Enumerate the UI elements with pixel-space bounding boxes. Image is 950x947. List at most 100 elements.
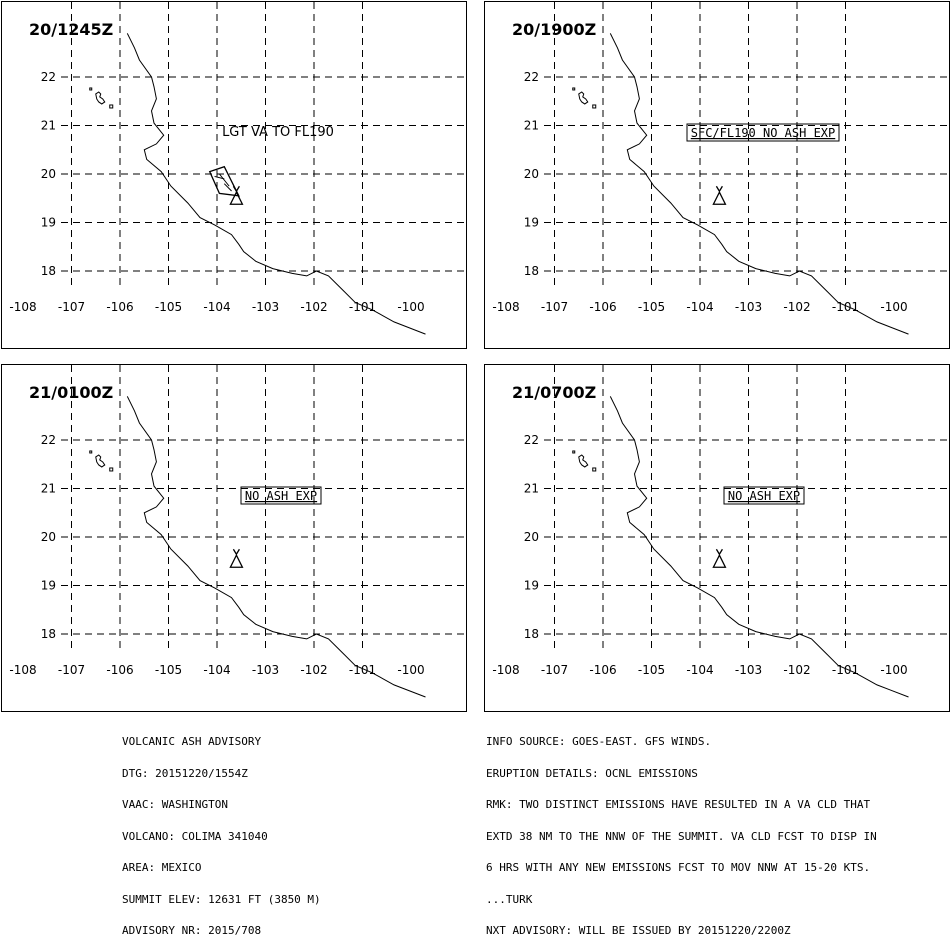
island-shape xyxy=(572,450,576,454)
details-line: ...TURK xyxy=(486,892,533,906)
map-content xyxy=(61,365,466,698)
longitude-label: -105 xyxy=(155,300,182,314)
longitude-label: -101 xyxy=(349,663,376,677)
latitude-label: 18 xyxy=(524,627,539,641)
longitude-label: -101 xyxy=(832,663,859,677)
latitude-label: 21 xyxy=(524,482,539,496)
coastline xyxy=(126,33,426,335)
island-shape xyxy=(572,87,576,91)
longitude-label: -100 xyxy=(397,663,424,677)
latitude-label: 20 xyxy=(524,167,539,181)
map-panel: -108 -107 -106 -105 -104 -103 -102 -101 -100 22 21… xyxy=(1,1,467,349)
forecast-time-label: 21/0100Z xyxy=(29,383,113,402)
longitude-label: -102 xyxy=(783,663,810,677)
latitude-label: 18 xyxy=(524,264,539,278)
advisory-line: VOLCANIC ASH ADVISORY xyxy=(122,735,262,748)
longitude-label: -107 xyxy=(58,300,85,314)
forecast-annotation: SFC/FL190 NO ASH EXP xyxy=(691,126,836,140)
longitude-label: -106 xyxy=(589,300,616,314)
map-content xyxy=(544,2,949,335)
coastline xyxy=(126,396,426,698)
latitude-label: 18 xyxy=(41,627,56,641)
forecast-time-label: 21/0700Z xyxy=(512,383,596,402)
longitude-label: -106 xyxy=(589,663,616,677)
latitude-label: 21 xyxy=(524,119,539,133)
latitude-label: 22 xyxy=(41,433,56,447)
longitude-label: -101 xyxy=(349,300,376,314)
latitude-label: 21 xyxy=(41,482,56,496)
annotation-box xyxy=(240,486,322,505)
panel-border xyxy=(1,364,467,712)
advisory-line: DTG: 20151220/1554Z xyxy=(122,766,248,780)
latitude-label: 18 xyxy=(41,264,56,278)
forecast-time-label: 20/1245Z xyxy=(29,20,113,39)
latitude-label: 20 xyxy=(524,530,539,544)
forecast-annotation: NO ASH EXP xyxy=(728,489,800,503)
forecast-time-label: 20/1900Z xyxy=(512,20,596,39)
latitude-label: 20 xyxy=(41,530,56,544)
longitude-label: -102 xyxy=(300,663,327,677)
details-line: ERUPTION DETAILS: OCNL EMISSIONS xyxy=(486,766,698,780)
island-shape xyxy=(95,454,106,468)
panel-border xyxy=(484,1,950,349)
volcano-icon xyxy=(229,190,244,205)
longitude-label: -104 xyxy=(686,663,713,677)
longitude-label: -103 xyxy=(252,663,279,677)
island-shape xyxy=(89,450,93,454)
details-line: RMK: TWO DISTINCT EMISSIONS HAVE RESULTE… xyxy=(486,798,871,811)
longitude-label: -108 xyxy=(9,300,36,314)
volcano-icon xyxy=(712,190,727,205)
island-shape xyxy=(592,467,597,472)
longitude-label: -100 xyxy=(880,663,907,677)
longitude-label: -102 xyxy=(300,300,327,314)
details-line: EXTD 38 NM TO THE NNW OF THE SUMMIT. VA … xyxy=(486,829,877,843)
longitude-label: -100 xyxy=(880,300,907,314)
longitude-label: -107 xyxy=(541,300,568,314)
eruption-plume-icon xyxy=(232,185,240,193)
longitude-label: -103 xyxy=(252,300,279,314)
forecast-map-grid: -108 -107 -106 -105 -104 -103 -102 -101 -100 22 21… xyxy=(1,1,950,712)
ash-hatch xyxy=(223,183,232,192)
latitude-label: 20 xyxy=(41,167,56,181)
longitude-label: -105 xyxy=(638,663,665,677)
latitude-label: 19 xyxy=(524,216,539,230)
island-shape xyxy=(95,91,106,105)
island-shape xyxy=(89,87,93,91)
annotation-box xyxy=(723,486,805,505)
map-panel: -108 -107 -106 -105 -104 -103 -102 -101 -100 22 21… xyxy=(484,364,950,712)
advisory-header-block: VOLCANIC ASH ADVISORY DTG: 20151220/1554… xyxy=(122,716,321,947)
panel-border xyxy=(484,364,950,712)
longitude-label: -105 xyxy=(638,300,665,314)
details-line: 6 HRS WITH ANY NEW EMISSIONS FCST TO MOV… xyxy=(486,861,871,874)
latitude-label: 22 xyxy=(524,70,539,84)
island-shape xyxy=(578,91,589,105)
latitude-label: 22 xyxy=(41,70,56,84)
advisory-details-block: INFO SOURCE: GOES-EAST. GFS WINDS. ERUPT… xyxy=(486,716,877,947)
eruption-plume-icon xyxy=(715,548,723,556)
advisory-line: SUMMIT ELEV: 12631 FT (3850 M) xyxy=(122,892,321,906)
island-shape xyxy=(592,104,597,109)
latitude-label: 21 xyxy=(41,119,56,133)
advisory-line: AREA: MEXICO xyxy=(122,861,202,874)
longitude-label: -104 xyxy=(203,663,230,677)
island-shape xyxy=(578,454,589,468)
advisory-line: VAAC: WASHINGTON xyxy=(122,798,228,811)
longitude-label: -106 xyxy=(106,663,133,677)
eruption-plume-icon xyxy=(232,548,240,556)
latitude-label: 19 xyxy=(524,579,539,593)
longitude-label: -103 xyxy=(735,300,762,314)
annotation-box xyxy=(686,123,840,142)
coastline xyxy=(609,396,909,698)
ash-hatch xyxy=(219,173,230,187)
island-shape xyxy=(109,467,114,472)
map-panel: -108 -107 -106 -105 -104 -103 -102 -101 -100 22 21… xyxy=(1,364,467,712)
coastline xyxy=(609,33,909,335)
longitude-label: -101 xyxy=(832,300,859,314)
longitude-label: -108 xyxy=(492,663,519,677)
latitude-label: 19 xyxy=(41,216,56,230)
map-panel: -108 -107 -106 -105 -104 -103 -102 -101 -100 22 21… xyxy=(484,1,950,349)
volcano-icon xyxy=(712,553,727,568)
longitude-label: -103 xyxy=(735,663,762,677)
longitude-label: -102 xyxy=(783,300,810,314)
details-line: INFO SOURCE: GOES-EAST. GFS WINDS. xyxy=(486,735,712,748)
